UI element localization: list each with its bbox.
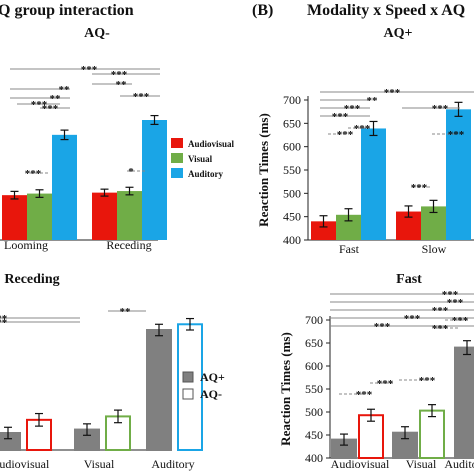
significance-label: *** [404, 313, 421, 325]
significance-label: ** [116, 79, 128, 91]
legend-swatch [171, 153, 183, 163]
chart-title: AQ- [84, 26, 110, 41]
bar-audiovisual-aq [0, 432, 21, 451]
bar-receding-auditory [142, 120, 167, 240]
bar-auditory-aq [177, 323, 203, 451]
legend-label: Auditory [188, 169, 224, 179]
significance-label: *** [0, 317, 8, 329]
y-tick-label: 700 [305, 313, 323, 327]
legend-label: Audiovisual [188, 139, 235, 149]
significance-label: *** [377, 378, 394, 390]
significance-label: *** [432, 103, 449, 115]
significance-label: *** [133, 91, 150, 103]
y-tick-label: 550 [305, 382, 323, 396]
y-tick-label: 450 [305, 428, 323, 442]
significance-label: *** [337, 129, 354, 141]
x-tick-label: Visual [84, 457, 115, 471]
significance-label: *** [448, 129, 465, 141]
y-tick-label: 600 [283, 140, 301, 154]
bar-looming-audiovisual [2, 195, 27, 240]
chart-title: Receding [4, 272, 59, 287]
x-tick-label: Visual [406, 457, 437, 471]
significance-label: *** [42, 103, 59, 115]
legend-swatch [182, 371, 194, 383]
y-tick-label: 400 [283, 233, 301, 247]
chart-top-right: AQ+ 400 450 500 550 600 650 700 Reaction Times (… [256, 26, 474, 256]
bar-receding-visual [117, 191, 142, 240]
x-tick-label: Looming [4, 238, 48, 252]
legend-swatch [171, 138, 183, 148]
x-tick-label: Receding [106, 238, 151, 252]
y-tick-label: 600 [305, 359, 323, 373]
legend-label: AQ+ [200, 370, 225, 384]
y-axis-label: Reaction Times (ms) [256, 113, 271, 227]
chart-bottom-right: Fast 400 450 500 550 600 650 700 Reaction Times … [278, 272, 474, 471]
significance-label: *** [344, 103, 361, 115]
y-axis-label: Reaction Times (ms) [278, 332, 293, 446]
significance-label: ** [120, 306, 132, 318]
significance-label: *** [111, 69, 128, 81]
chart-top-left: AQ- Looming Receding Audiovisual Visual Audit… [0, 26, 235, 252]
x-tick-label: Audiovisual [0, 457, 50, 471]
x-tick-label: Slow [422, 242, 447, 256]
significance-label: *** [419, 375, 436, 387]
bar-fast-audiovisual [311, 221, 336, 240]
bar-receding-audiovisual [92, 192, 117, 240]
x-tick-label: Auditory [444, 457, 474, 471]
significance-label: ** [50, 93, 62, 105]
legend-swatch [171, 168, 183, 178]
significance-label: *** [442, 289, 459, 301]
legend-label: Visual [188, 154, 213, 164]
bar-looming-auditory [52, 134, 77, 240]
bar-fast-auditory [361, 128, 386, 240]
legend-label: AQ- [200, 387, 222, 401]
significance-label: *** [332, 111, 349, 123]
chart-bottom-left: Receding Audiovisual Visual Auditory AQ+ AQ- *… [0, 272, 225, 471]
y-tick-label: 500 [283, 186, 301, 200]
bar-audiovisual-aq [358, 414, 384, 459]
bar-auditory-aq [146, 329, 172, 451]
significance-label: *** [452, 315, 469, 327]
bar-auditory-aq [454, 346, 474, 460]
significance-label: *** [354, 123, 371, 135]
significance-label: *** [81, 64, 98, 76]
y-tick-label: 450 [283, 210, 301, 224]
significance-label: *** [411, 182, 428, 194]
significance-label: *** [447, 297, 464, 309]
y-tick-label: 650 [305, 336, 323, 350]
significance-label: * [128, 166, 134, 178]
x-tick-label: Audiovisual [331, 457, 390, 471]
significance-label: *** [384, 87, 401, 99]
significance-label: *** [374, 321, 391, 333]
y-tick-label: 550 [283, 163, 301, 177]
bar-slow-auditory [446, 109, 471, 240]
panel-b-heading: Modality x Speed x AQ [307, 2, 465, 19]
y-tick-label: 650 [283, 116, 301, 130]
x-tick-label: Fast [339, 242, 360, 256]
significance-label: ** [59, 84, 71, 96]
significance-label: *** [356, 389, 373, 401]
y-tick-label: 400 [305, 451, 323, 465]
bar-visual-aq [419, 409, 445, 459]
panel-a-heading: Q group interaction [0, 2, 134, 19]
significance-label: ** [367, 95, 379, 107]
bar-looming-visual [27, 193, 52, 240]
chart-title: AQ+ [384, 26, 413, 41]
legend-swatch [182, 388, 194, 400]
significance-label: *** [25, 168, 42, 180]
panel-b-letter: (B) [252, 2, 273, 19]
significance-label: *** [432, 305, 449, 317]
y-tick-label: 700 [283, 93, 301, 107]
y-tick-label: 500 [305, 405, 323, 419]
significance-label: *** [0, 313, 8, 325]
chart-title: Fast [396, 272, 422, 287]
significance-label: *** [432, 323, 449, 335]
x-tick-label: Auditory [151, 457, 194, 471]
